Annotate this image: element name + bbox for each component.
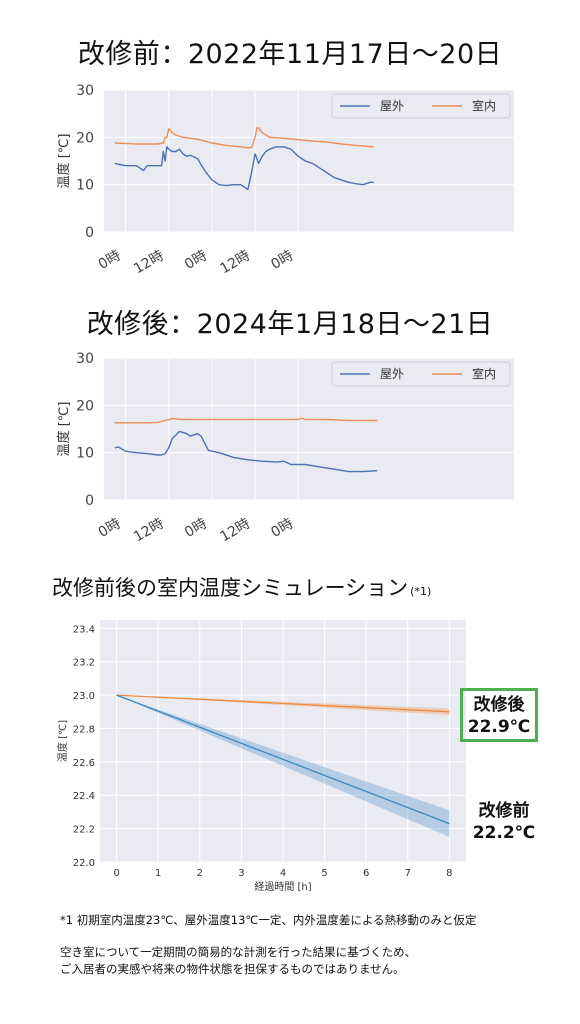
callout-before: 改修前 22.2℃ bbox=[468, 800, 540, 844]
after-xtick-label: 12時 bbox=[131, 516, 167, 546]
sim-before-line bbox=[116, 694, 450, 825]
sim-after-line bbox=[116, 694, 450, 713]
sim-xlabel: 経過時間 [h] bbox=[254, 880, 311, 893]
before-legend-label: 室内 bbox=[472, 98, 496, 113]
before-legend: 屋外 室内 bbox=[331, 93, 511, 119]
sim-xtick-label: 3 bbox=[238, 868, 244, 879]
callout-after-value: 22.9℃ bbox=[467, 717, 531, 737]
sim-ylabel: 温度 [℃] bbox=[56, 720, 69, 762]
before-series-indoor bbox=[114, 127, 374, 149]
callout-before-value: 22.2℃ bbox=[472, 823, 536, 843]
sim-xtick-label: 7 bbox=[405, 868, 411, 879]
after-legend: 屋外 室内 bbox=[331, 361, 511, 387]
sim-grid bbox=[100, 620, 466, 863]
after-series-outdoor bbox=[114, 430, 378, 473]
before-ytick-label: 20 bbox=[76, 130, 94, 146]
after-ytick-label: 30 bbox=[76, 351, 94, 367]
before-xtick-label: 12時 bbox=[217, 248, 253, 278]
sim-xtick-label: 1 bbox=[155, 868, 161, 879]
chart-before: 0 10 20 30 0時 12時 0時 12時 0時 温度 [℃] 屋外 室内 bbox=[56, 83, 514, 278]
after-ytick-label: 0 bbox=[85, 493, 94, 509]
after-series-indoor bbox=[114, 417, 378, 424]
after-ytick-label: 10 bbox=[76, 446, 94, 462]
before-xtick-label: 0時 bbox=[96, 248, 124, 273]
sim-xtick-label: 4 bbox=[280, 868, 286, 879]
chart-after: 0 10 20 30 0時 12時 0時 12時 0時 温度 [℃] 屋外 室内 bbox=[56, 351, 514, 546]
chart-title-after: 改修後：2024年1月18日～21日 bbox=[86, 309, 494, 340]
before-ytick-label: 30 bbox=[76, 83, 94, 99]
before-xtick-label: 12時 bbox=[131, 248, 167, 278]
chart-simulation: 22.0 22.2 22.4 22.6 22.8 23.0 23.2 23.4 0 1 2 3 4 5 6 7… bbox=[56, 620, 466, 893]
after-xtick-label: 0時 bbox=[182, 516, 210, 541]
disclaimer-line-2: ご入居者の実感や将来の物件状態を担保するものではありません。 bbox=[60, 962, 405, 976]
before-xtick-label: 0時 bbox=[182, 248, 210, 273]
before-xtick-label: 0時 bbox=[268, 248, 296, 273]
sim-ytick-label: 23.2 bbox=[73, 658, 95, 669]
sim-ytick-label: 22.0 bbox=[73, 858, 95, 869]
simulation-title: 改修前後の室内温度シミュレーション (*1) bbox=[52, 572, 431, 602]
sim-ytick-label: 23.0 bbox=[73, 691, 95, 702]
after-xtick-label: 12時 bbox=[217, 516, 253, 546]
after-ytick-label: 20 bbox=[76, 398, 94, 414]
before-ylabel: 温度 [℃] bbox=[56, 134, 72, 189]
callout-after: 改修後 22.9℃ bbox=[460, 688, 538, 742]
after-legend-label: 屋外 bbox=[380, 367, 404, 381]
after-legend-box bbox=[331, 361, 511, 387]
sim-xtick-label: 8 bbox=[446, 868, 452, 879]
sim-xtick-label: 0 bbox=[113, 868, 119, 879]
chart-title-before: 改修前：2022年11月17日～20日 bbox=[77, 39, 503, 70]
before-ytick-label: 10 bbox=[76, 178, 94, 194]
simulation-title-note: (*1) bbox=[410, 585, 432, 598]
sim-ytick-label: 22.8 bbox=[73, 724, 95, 735]
footnote-assumption: *1 初期室内温度23℃、屋外温度13℃一定、内外温度差による熱移動のみと仮定 bbox=[60, 913, 477, 927]
sim-ytick-label: 22.6 bbox=[73, 758, 95, 769]
after-xtick-label: 0時 bbox=[268, 516, 296, 541]
after-grid bbox=[104, 357, 514, 501]
sim-ytick-label: 22.2 bbox=[73, 825, 95, 836]
callout-after-label: 改修後 bbox=[473, 695, 525, 715]
after-legend-label: 室内 bbox=[472, 366, 496, 381]
before-ytick-label: 0 bbox=[85, 225, 94, 241]
after-xtick-label: 0時 bbox=[96, 516, 124, 541]
sim-xtick-label: 6 bbox=[363, 868, 369, 879]
sim-ytick-label: 23.4 bbox=[73, 624, 95, 635]
simulation-title-text: 改修前後の室内温度シミュレーション bbox=[52, 576, 409, 600]
sim-xtick-label: 5 bbox=[321, 868, 327, 879]
sim-before-band bbox=[116, 695, 450, 837]
sim-ytick-label: 22.4 bbox=[73, 791, 95, 802]
disclaimer-line-1: 空き室について一定期間の簡易的な計測を行った結果に基づくため、 bbox=[60, 945, 417, 959]
before-series-outdoor bbox=[114, 146, 374, 191]
before-grid bbox=[104, 89, 514, 233]
sim-xtick-label: 2 bbox=[197, 868, 203, 879]
callout-before-label: 改修前 bbox=[478, 801, 530, 821]
before-legend-label: 屋外 bbox=[380, 99, 404, 113]
after-ylabel: 温度 [℃] bbox=[56, 402, 72, 457]
footnote-disclaimer: 空き室について一定期間の簡易的な計測を行った結果に基づくため、 ご入居者の実感や… bbox=[60, 944, 416, 978]
before-legend-box bbox=[331, 93, 511, 119]
